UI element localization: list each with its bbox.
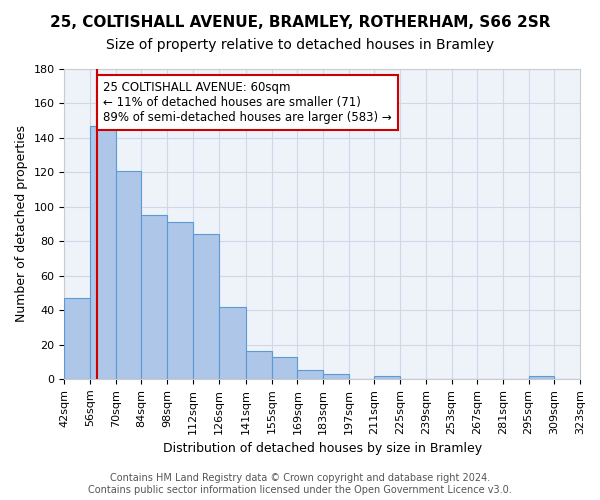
Bar	[90, 126, 116, 379]
X-axis label: Distribution of detached houses by size in Bramley: Distribution of detached houses by size …	[163, 442, 482, 455]
Bar	[167, 222, 193, 379]
Bar	[64, 298, 90, 379]
Bar	[272, 356, 298, 379]
Bar	[246, 352, 272, 379]
Text: 25, COLTISHALL AVENUE, BRAMLEY, ROTHERHAM, S66 2SR: 25, COLTISHALL AVENUE, BRAMLEY, ROTHERHA…	[50, 15, 550, 30]
Bar	[298, 370, 323, 379]
Bar	[529, 376, 554, 379]
Y-axis label: Number of detached properties: Number of detached properties	[15, 126, 28, 322]
Bar	[116, 170, 142, 379]
Text: 25 COLTISHALL AVENUE: 60sqm
← 11% of detached houses are smaller (71)
89% of sem: 25 COLTISHALL AVENUE: 60sqm ← 11% of det…	[103, 81, 392, 124]
Bar	[193, 234, 218, 379]
Text: Size of property relative to detached houses in Bramley: Size of property relative to detached ho…	[106, 38, 494, 52]
Text: Contains HM Land Registry data © Crown copyright and database right 2024.
Contai: Contains HM Land Registry data © Crown c…	[88, 474, 512, 495]
Bar	[374, 376, 400, 379]
Bar	[323, 374, 349, 379]
Bar	[218, 306, 246, 379]
Bar	[142, 216, 167, 379]
